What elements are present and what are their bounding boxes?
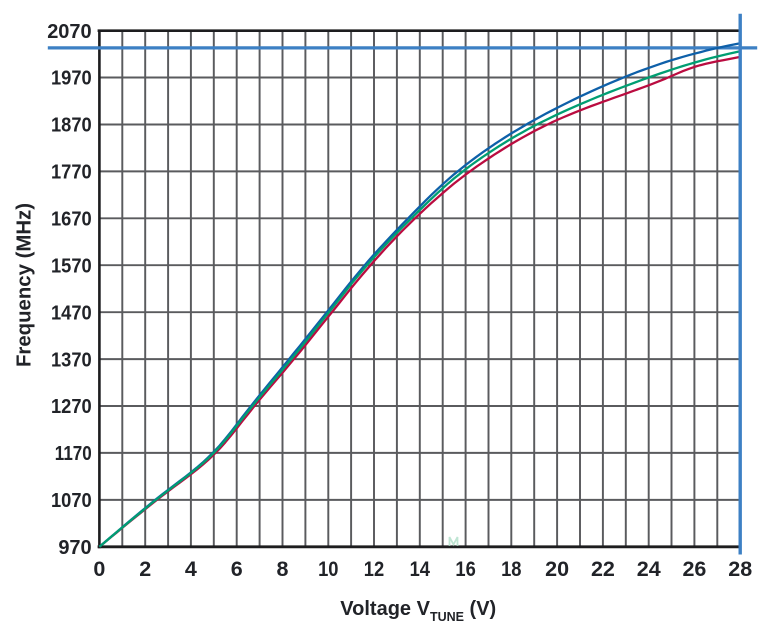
- svg-text:18: 18: [501, 557, 521, 581]
- svg-text:20: 20: [545, 557, 569, 581]
- svg-text:2: 2: [139, 557, 151, 581]
- svg-text:Voltage VTUNE (V): Voltage VTUNE (V): [340, 598, 496, 624]
- svg-text:24: 24: [637, 557, 661, 581]
- svg-text:970: 970: [58, 537, 91, 559]
- svg-text:1670: 1670: [51, 209, 92, 231]
- svg-text:12: 12: [364, 557, 384, 581]
- svg-text:28: 28: [728, 557, 752, 581]
- svg-text:8: 8: [277, 557, 289, 581]
- svg-text:Frequency (MHz): Frequency (MHz): [14, 203, 36, 367]
- svg-text:26: 26: [682, 557, 706, 581]
- svg-text:1170: 1170: [55, 443, 92, 465]
- svg-text:1570: 1570: [51, 255, 92, 277]
- svg-text:14: 14: [410, 557, 430, 581]
- svg-text:22: 22: [591, 557, 615, 581]
- svg-text:16: 16: [455, 557, 475, 581]
- svg-text:6: 6: [231, 557, 243, 581]
- svg-text:1370: 1370: [51, 349, 92, 371]
- svg-text:4: 4: [185, 557, 197, 581]
- svg-text:1270: 1270: [51, 396, 92, 418]
- svg-text:1770: 1770: [51, 162, 92, 184]
- svg-text:1470: 1470: [51, 302, 92, 324]
- svg-text:0: 0: [93, 557, 105, 581]
- svg-text:1070: 1070: [51, 490, 92, 512]
- svg-text:1870: 1870: [51, 115, 92, 137]
- svg-text:1970: 1970: [51, 68, 92, 90]
- svg-text:10: 10: [318, 557, 338, 581]
- svg-text:2070: 2070: [47, 21, 92, 43]
